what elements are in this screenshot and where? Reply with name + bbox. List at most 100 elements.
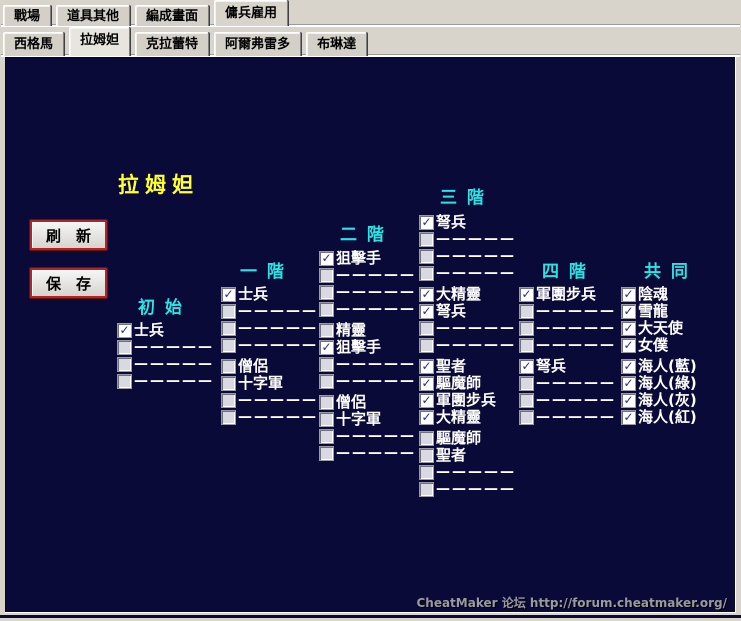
unit-checkbox-checked[interactable]: ✓ bbox=[420, 303, 433, 318]
unit-row[interactable]: ✓ 海人(灰) bbox=[622, 392, 697, 408]
unit-row[interactable]: ————— bbox=[520, 392, 616, 408]
unit-row[interactable]: ✓ 海人(綠) bbox=[622, 375, 697, 391]
unit-row[interactable]: ✓ 海人(紅) bbox=[622, 409, 697, 425]
unit-checkbox[interactable] bbox=[420, 482, 433, 496]
unit-checkbox[interactable] bbox=[222, 338, 235, 352]
unit-checkbox[interactable] bbox=[118, 340, 131, 354]
char-tab-0[interactable]: 西格馬 bbox=[3, 32, 65, 56]
unit-row[interactable]: ————— bbox=[420, 265, 516, 281]
unit-row[interactable]: ————— bbox=[520, 375, 616, 391]
unit-checkbox-checked[interactable]: ✓ bbox=[420, 286, 433, 301]
unit-row[interactable]: 僧侶 bbox=[320, 394, 366, 410]
unit-checkbox[interactable] bbox=[320, 357, 333, 371]
unit-checkbox-checked[interactable]: ✓ bbox=[222, 286, 235, 301]
unit-checkbox-checked[interactable]: ✓ bbox=[520, 358, 533, 373]
unit-row[interactable]: ✓ 士兵 bbox=[118, 322, 164, 338]
unit-row[interactable]: ✓ 軍團步兵 bbox=[520, 286, 596, 302]
unit-checkbox-checked[interactable]: ✓ bbox=[622, 392, 635, 407]
unit-checkbox[interactable] bbox=[222, 359, 235, 373]
unit-row[interactable]: ————— bbox=[320, 445, 416, 461]
unit-checkbox[interactable] bbox=[222, 393, 235, 407]
unit-row[interactable]: ✓ 弩兵 bbox=[520, 358, 566, 374]
unit-row[interactable]: ————— bbox=[320, 267, 416, 283]
char-tab-1[interactable]: 拉姆妲 bbox=[69, 27, 131, 56]
unit-row[interactable]: ————— bbox=[420, 337, 516, 353]
unit-row[interactable]: ✓ 狙擊手 bbox=[320, 250, 381, 266]
unit-checkbox-checked[interactable]: ✓ bbox=[622, 375, 635, 390]
unit-row[interactable]: ✓ 弩兵 bbox=[420, 214, 466, 230]
unit-checkbox[interactable] bbox=[520, 410, 533, 424]
unit-row[interactable]: ————— bbox=[118, 356, 214, 372]
unit-row[interactable]: ————— bbox=[420, 248, 516, 264]
unit-checkbox-checked[interactable]: ✓ bbox=[118, 322, 131, 337]
unit-checkbox[interactable] bbox=[320, 374, 333, 388]
main-tab-1[interactable]: 道具其他 bbox=[56, 5, 131, 26]
unit-checkbox[interactable] bbox=[320, 446, 333, 460]
char-tab-3[interactable]: 阿爾弗雷多 bbox=[214, 32, 302, 56]
unit-row[interactable]: ————— bbox=[520, 303, 616, 319]
unit-checkbox[interactable] bbox=[320, 323, 333, 337]
main-tab-0[interactable]: 戰場 bbox=[3, 5, 52, 26]
unit-checkbox-checked[interactable]: ✓ bbox=[622, 320, 635, 335]
unit-row[interactable]: ————— bbox=[420, 481, 516, 497]
unit-row[interactable]: ————— bbox=[320, 356, 416, 372]
unit-checkbox[interactable] bbox=[118, 374, 131, 388]
unit-row[interactable]: 十字軍 bbox=[222, 375, 283, 391]
unit-row[interactable]: ————— bbox=[420, 231, 516, 247]
unit-checkbox-checked[interactable]: ✓ bbox=[320, 250, 333, 265]
unit-row[interactable]: ————— bbox=[320, 373, 416, 389]
unit-checkbox-checked[interactable]: ✓ bbox=[420, 375, 433, 390]
unit-checkbox[interactable] bbox=[420, 321, 433, 335]
unit-row[interactable]: ————— bbox=[222, 303, 318, 319]
save-button[interactable]: 保 存 bbox=[30, 268, 107, 298]
unit-row[interactable]: 十字軍 bbox=[320, 411, 381, 427]
main-tab-3[interactable]: 傭兵雇用 bbox=[214, 0, 289, 26]
unit-checkbox-checked[interactable]: ✓ bbox=[520, 286, 533, 301]
unit-checkbox[interactable] bbox=[420, 232, 433, 246]
unit-checkbox[interactable] bbox=[320, 268, 333, 282]
unit-row[interactable]: ————— bbox=[222, 392, 318, 408]
unit-row[interactable]: ————— bbox=[320, 301, 416, 317]
unit-checkbox[interactable] bbox=[320, 302, 333, 316]
unit-row[interactable]: ✓ 狙擊手 bbox=[320, 339, 381, 355]
unit-row[interactable]: ✓ 士兵 bbox=[222, 286, 268, 302]
unit-checkbox-checked[interactable]: ✓ bbox=[622, 337, 635, 352]
unit-checkbox[interactable] bbox=[520, 304, 533, 318]
unit-row[interactable]: ✓ 大精靈 bbox=[420, 409, 481, 425]
unit-checkbox-checked[interactable]: ✓ bbox=[420, 214, 433, 229]
unit-row[interactable]: ✓ 海人(藍) bbox=[622, 358, 697, 374]
unit-checkbox[interactable] bbox=[222, 321, 235, 335]
unit-checkbox-checked[interactable]: ✓ bbox=[420, 358, 433, 373]
refresh-button[interactable]: 刷 新 bbox=[30, 220, 107, 250]
unit-row[interactable]: ————— bbox=[222, 320, 318, 336]
unit-checkbox[interactable] bbox=[222, 410, 235, 424]
unit-row[interactable]: ————— bbox=[520, 409, 616, 425]
unit-checkbox[interactable] bbox=[520, 321, 533, 335]
unit-checkbox[interactable] bbox=[420, 465, 433, 479]
unit-checkbox-checked[interactable]: ✓ bbox=[320, 339, 333, 354]
unit-row[interactable]: ✓ 大天使 bbox=[622, 320, 683, 336]
unit-checkbox-checked[interactable]: ✓ bbox=[420, 392, 433, 407]
unit-checkbox[interactable] bbox=[520, 338, 533, 352]
unit-row[interactable]: ✓ 陰魂 bbox=[622, 286, 668, 302]
unit-checkbox[interactable] bbox=[118, 357, 131, 371]
unit-row[interactable]: ————— bbox=[222, 409, 318, 425]
unit-checkbox-checked[interactable]: ✓ bbox=[420, 409, 433, 424]
unit-row[interactable]: ✓ 軍團步兵 bbox=[420, 392, 496, 408]
unit-row[interactable]: ✓ 大精靈 bbox=[420, 286, 481, 302]
unit-checkbox[interactable] bbox=[320, 395, 333, 409]
unit-checkbox[interactable] bbox=[520, 376, 533, 390]
unit-row[interactable]: ————— bbox=[320, 428, 416, 444]
unit-row[interactable]: 精靈 bbox=[320, 322, 366, 338]
unit-row[interactable]: ————— bbox=[420, 464, 516, 480]
unit-checkbox[interactable] bbox=[520, 393, 533, 407]
unit-checkbox[interactable] bbox=[320, 285, 333, 299]
unit-row[interactable]: ✓ 雪龍 bbox=[622, 303, 668, 319]
unit-checkbox[interactable] bbox=[420, 431, 433, 445]
unit-row[interactable]: ✓ 弩兵 bbox=[420, 303, 466, 319]
unit-checkbox[interactable] bbox=[420, 249, 433, 263]
unit-row[interactable]: ————— bbox=[222, 337, 318, 353]
unit-row[interactable]: ————— bbox=[118, 339, 214, 355]
unit-row[interactable]: 僧侶 bbox=[222, 358, 268, 374]
unit-checkbox[interactable] bbox=[420, 448, 433, 462]
